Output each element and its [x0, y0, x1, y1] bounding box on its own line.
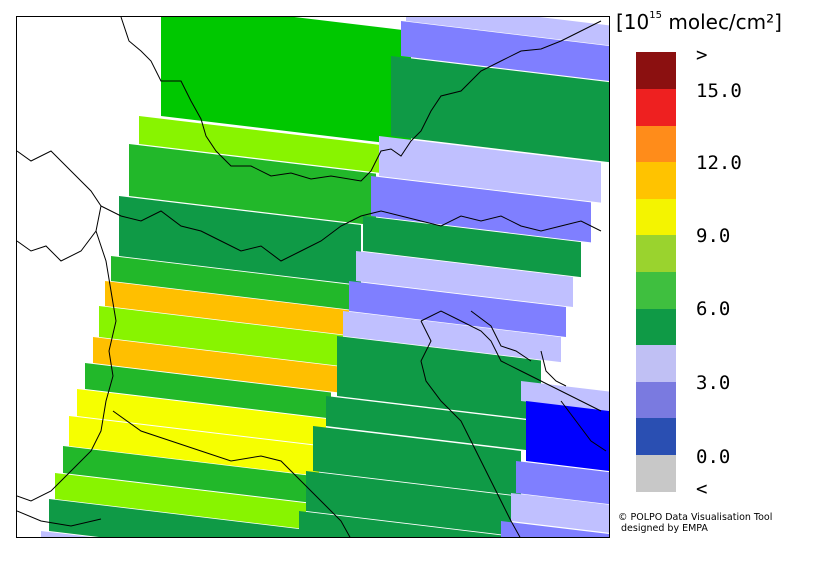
swath-pixel [326, 396, 531, 451]
swath-pixel [161, 17, 411, 146]
swath-pixel [516, 461, 609, 505]
legend-swatch [636, 454, 676, 492]
legend-tick-label: > [696, 44, 708, 66]
legend-tick-label: < [696, 478, 708, 500]
border-line [17, 150, 102, 262]
legend-swatch [636, 235, 676, 273]
swath-pixel [343, 311, 561, 363]
swath-pixel [511, 493, 609, 533]
swath-pixel [306, 471, 511, 536]
legend-swatch [636, 271, 676, 309]
swath-pixel [129, 144, 376, 226]
swath-pixel [379, 136, 601, 203]
legend-swatch [636, 418, 676, 456]
swath-pixel [299, 511, 506, 537]
swath-pixel [99, 306, 343, 367]
legend-tick-label: 6.0 [696, 298, 731, 320]
legend-tick-label: 9.0 [696, 225, 731, 247]
legend-tick-label: 12.0 [696, 152, 742, 174]
swath-pixel [363, 216, 581, 278]
legend-tick-label: 3.0 [696, 372, 731, 394]
legend-tick-label: 15.0 [696, 80, 742, 102]
legend-swatch [636, 381, 676, 419]
swath-pixel [313, 426, 521, 496]
border-line [17, 230, 117, 502]
coastline-borders [17, 17, 607, 537]
border-line [560, 400, 607, 452]
legend-swatch [636, 88, 676, 126]
legend-tick-label: 0.0 [696, 446, 731, 468]
legend-swatch [636, 308, 676, 346]
legend-swatch [636, 344, 676, 382]
border-line [112, 410, 351, 537]
border-line [100, 205, 602, 262]
border-line [420, 310, 602, 412]
border-line [17, 510, 102, 527]
swath-pixel [356, 251, 573, 308]
credit-text: © POLPO Data Visualisation Tool designed… [618, 512, 773, 534]
swath-pixel [105, 281, 349, 336]
legend-swatch [636, 52, 676, 90]
unit-label: [1015 molec/cm²] [616, 10, 782, 34]
legend-swatch [636, 198, 676, 236]
swath-pixel [41, 531, 92, 537]
swath-pixel [77, 389, 326, 446]
legend-swatch [636, 125, 676, 163]
swath-pixel [55, 473, 306, 530]
swath-pixel [501, 521, 609, 537]
swath-pixel [139, 116, 381, 174]
satellite-swath-map [17, 17, 609, 537]
border-line [120, 17, 602, 182]
swath-pixel [49, 499, 301, 537]
swath-pixel [391, 56, 609, 163]
swath-pixel [406, 17, 609, 46]
swath-pixel [85, 363, 331, 419]
border-line [420, 320, 521, 537]
swath-pixel [349, 281, 566, 338]
border-line [540, 350, 567, 387]
border-line [470, 310, 532, 362]
legend-swatch [636, 161, 676, 199]
map-panel [16, 16, 610, 538]
swath-pixel [69, 416, 319, 476]
swath-pixel [119, 196, 361, 286]
swath-pixel [111, 256, 356, 311]
swath-pixels [41, 17, 609, 537]
swath-pixel [401, 21, 609, 81]
swath-pixel [93, 337, 339, 393]
swath-pixel [526, 401, 609, 471]
swath-pixel [337, 336, 541, 421]
swath-pixel [371, 176, 591, 243]
swath-pixel [63, 446, 313, 503]
